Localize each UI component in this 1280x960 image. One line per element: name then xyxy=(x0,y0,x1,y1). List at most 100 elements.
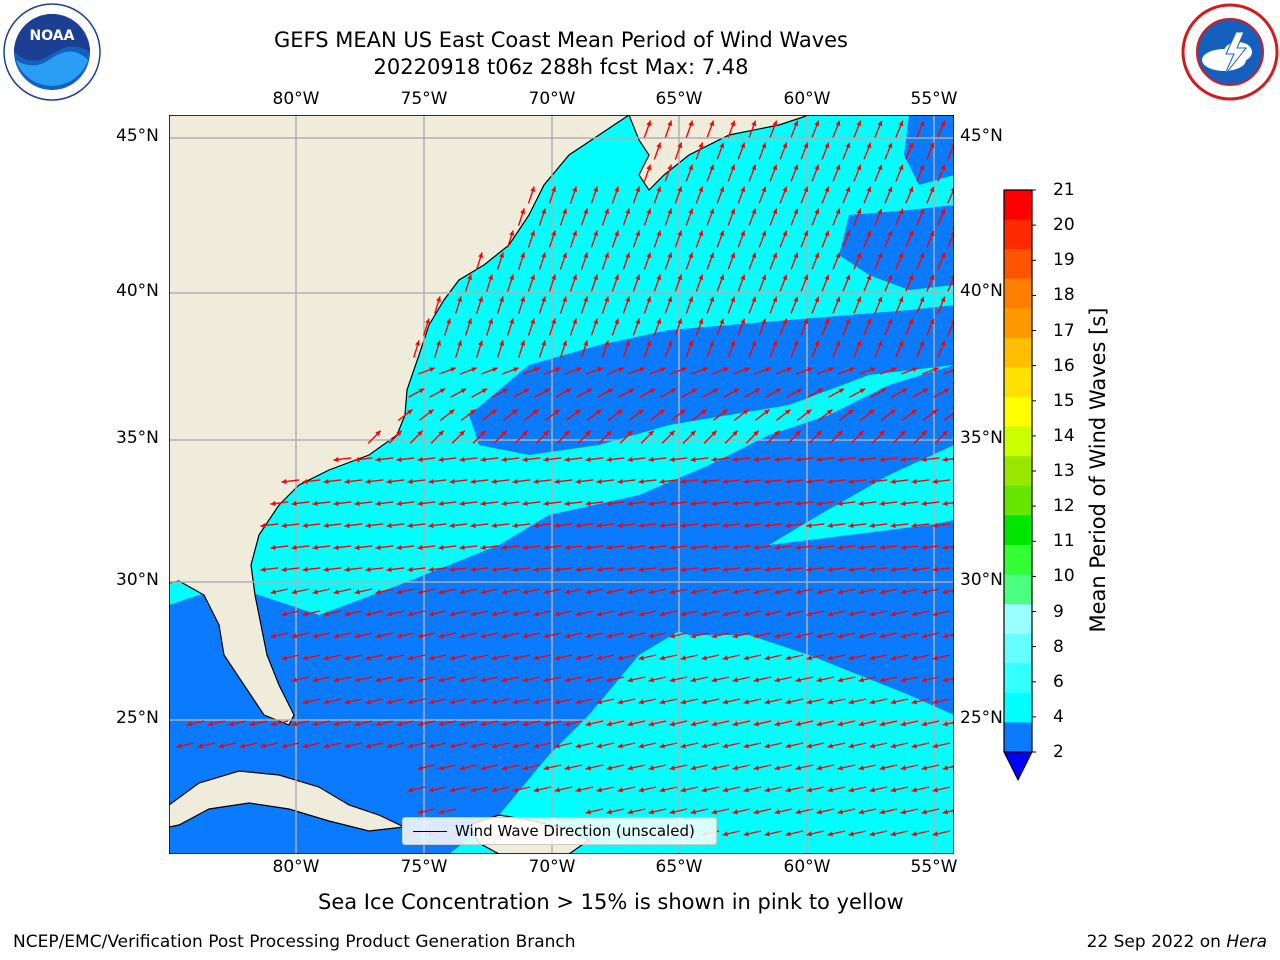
wave-direction-arrow xyxy=(863,186,872,204)
wave-direction-arrow xyxy=(548,318,557,336)
wave-direction-arrow xyxy=(837,367,856,375)
wave-direction-arrow xyxy=(869,522,888,529)
wave-direction-arrow xyxy=(837,808,856,815)
wave-direction-arrow xyxy=(706,296,715,314)
wave-direction-arrow xyxy=(869,478,888,485)
wave-direction-arrow xyxy=(323,522,342,529)
wave-direction-arrow xyxy=(821,230,830,248)
wave-direction-arrow xyxy=(554,522,573,529)
wave-direction-arrow xyxy=(879,456,898,463)
wave-direction-arrow xyxy=(816,676,835,683)
colorbar-segment xyxy=(1004,485,1032,516)
wave-direction-arrow xyxy=(743,698,762,705)
wave-direction-arrow xyxy=(585,500,604,507)
wave-direction-arrow xyxy=(354,676,373,683)
wave-direction-arrow xyxy=(534,388,551,398)
wave-direction-arrow xyxy=(260,742,279,749)
wave-direction-arrow xyxy=(690,500,709,507)
wave-direction-arrow xyxy=(627,367,646,375)
wave-direction-arrow xyxy=(323,478,342,485)
wave-direction-arrow xyxy=(858,456,877,463)
wave-direction-arrow xyxy=(438,367,457,375)
wave-direction-arrow xyxy=(842,142,851,160)
wave-direction-arrow xyxy=(617,654,636,661)
wave-direction-arrow xyxy=(438,588,457,595)
wave-direction-arrow xyxy=(921,367,940,375)
wave-direction-arrow xyxy=(712,409,728,421)
wave-direction-arrow xyxy=(643,120,652,138)
wave-direction-arrow xyxy=(942,589,954,595)
colorbar-segment xyxy=(1004,456,1032,487)
wave-direction-arrow xyxy=(921,456,940,463)
wave-direction-arrow xyxy=(449,786,468,793)
wave-direction-arrow xyxy=(576,388,593,398)
wave-direction-arrow xyxy=(863,274,872,292)
wave-direction-arrow xyxy=(480,720,499,727)
colorbar-segment xyxy=(1004,190,1032,221)
wave-direction-arrow xyxy=(811,252,820,270)
colorbar-segment xyxy=(1004,604,1032,635)
wave-direction-arrow xyxy=(743,522,762,529)
wave-direction-arrow xyxy=(932,830,951,837)
wave-direction-arrow xyxy=(816,720,835,727)
wave-direction-arrow xyxy=(554,786,573,793)
wave-direction-arrow xyxy=(396,588,415,595)
wave-direction-arrow xyxy=(680,610,699,617)
wave-direction-arrow xyxy=(858,764,877,771)
wave-direction-arrow xyxy=(774,632,793,639)
wave-direction-arrow xyxy=(722,830,741,837)
wave-direction-arrow xyxy=(459,544,478,551)
wave-direction-arrow xyxy=(344,610,363,617)
wave-direction-arrow xyxy=(470,522,489,529)
wave-direction-arrow xyxy=(449,566,468,573)
wave-direction-arrow xyxy=(619,430,634,444)
wave-direction-arrow xyxy=(449,610,468,617)
wave-direction-arrow xyxy=(428,478,447,485)
wave-direction-arrow xyxy=(270,544,289,551)
wave-direction-arrow xyxy=(544,409,560,421)
wave-direction-arrow xyxy=(344,742,363,749)
wave-direction-arrow xyxy=(270,588,289,595)
colorbar-extend-arrow xyxy=(1003,751,1033,782)
wave-direction-arrow xyxy=(417,500,436,507)
wave-direction-arrow xyxy=(828,388,845,398)
wave-direction-arrow xyxy=(661,430,676,444)
wave-direction-arrow xyxy=(638,698,657,705)
wave-direction-arrow xyxy=(522,544,541,551)
canada-land xyxy=(628,115,810,191)
wave-direction-arrow xyxy=(577,430,592,444)
wave-direction-arrow xyxy=(827,742,846,749)
wave-direction-arrow xyxy=(354,588,373,595)
wave-direction-arrow xyxy=(312,676,331,683)
wave-direction-arrow xyxy=(816,588,835,595)
wave-direction-arrow xyxy=(753,456,772,463)
wave-direction-arrow xyxy=(879,588,898,595)
wave-direction-arrow xyxy=(585,456,604,463)
wave-direction-arrow xyxy=(333,544,352,551)
wave-direction-arrow xyxy=(842,274,851,292)
colorbar-tick-label: 6 xyxy=(1053,671,1064,692)
wave-direction-arrow xyxy=(669,808,688,815)
wave-direction-arrow xyxy=(512,654,531,661)
wave-direction-arrow xyxy=(808,430,823,444)
wave-direction-arrow xyxy=(480,588,499,595)
wave-direction-arrow xyxy=(890,698,909,705)
wave-direction-arrow xyxy=(522,764,541,771)
wave-direction-arrow xyxy=(627,720,646,727)
wave-direction-arrow xyxy=(722,698,741,705)
wave-direction-arrow xyxy=(853,208,862,226)
wave-direction-arrow xyxy=(564,588,583,595)
wave-direction-arrow xyxy=(785,830,804,837)
wave-direction-arrow xyxy=(942,633,954,639)
wave-direction-arrow xyxy=(564,456,583,463)
wave-direction-arrow xyxy=(879,544,898,551)
wave-direction-arrow xyxy=(260,522,279,529)
wave-direction-arrow xyxy=(485,274,494,292)
wave-direction-arrow xyxy=(365,742,384,749)
wave-direction-arrow xyxy=(895,208,904,226)
wave-direction-arrow xyxy=(753,720,772,727)
wave-direction-arrow xyxy=(527,230,536,248)
colorbar-segment xyxy=(1004,722,1032,753)
colorbar-tick-label: 18 xyxy=(1053,285,1075,306)
wave-direction-arrow xyxy=(874,296,883,314)
